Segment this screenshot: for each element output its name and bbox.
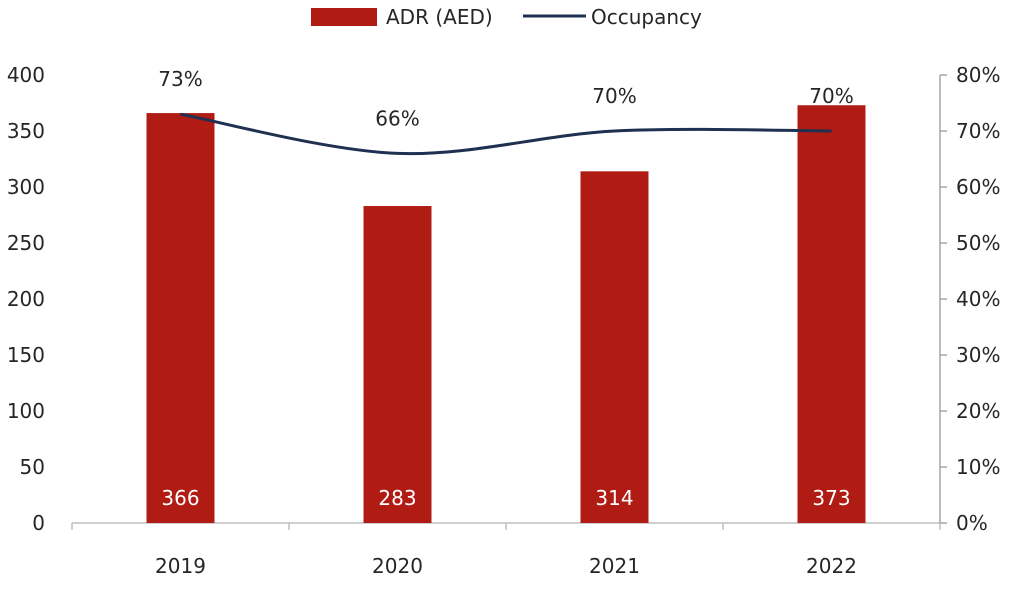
right-tick-label: 70% <box>956 119 1000 143</box>
x-tick-label: 2021 <box>589 554 640 578</box>
right-tick-label: 30% <box>956 343 1000 367</box>
occupancy-data-label: 70% <box>809 84 853 108</box>
right-tick-label: 40% <box>956 287 1000 311</box>
bar-data-label: 314 <box>595 486 633 510</box>
right-tick-label: 0% <box>956 511 988 535</box>
left-tick-label: 150 <box>7 343 45 367</box>
right-tick-label: 10% <box>956 455 1000 479</box>
x-tick-label: 2022 <box>806 554 857 578</box>
left-tick-label: 300 <box>7 175 45 199</box>
occupancy-data-label: 73% <box>158 67 202 91</box>
legend-label-occupancy: Occupancy <box>591 5 702 29</box>
legend-label-adr: ADR (AED) <box>386 5 493 29</box>
bar-adr-2021 <box>580 171 649 523</box>
right-tick-label: 80% <box>956 63 1000 87</box>
bar-data-label: 283 <box>378 486 416 510</box>
right-tick-label: 50% <box>956 231 1000 255</box>
bar-adr-2020 <box>363 206 432 524</box>
left-tick-label: 250 <box>7 231 45 255</box>
left-tick-label: 50 <box>20 455 45 479</box>
bar-adr-2019 <box>146 113 215 523</box>
occupancy-data-label: 66% <box>375 106 419 130</box>
legend-swatch-adr <box>311 8 377 26</box>
right-tick-label: 20% <box>956 399 1000 423</box>
left-tick-label: 100 <box>7 399 45 423</box>
x-tick-label: 2020 <box>372 554 423 578</box>
occupancy-data-label: 70% <box>592 84 636 108</box>
bar-data-label: 366 <box>161 486 199 510</box>
left-tick-label: 400 <box>7 63 45 87</box>
left-tick-label: 0 <box>32 511 45 535</box>
bar-adr-2022 <box>797 105 866 524</box>
right-tick-label: 60% <box>956 175 1000 199</box>
left-tick-label: 200 <box>7 287 45 311</box>
left-tick-label: 350 <box>7 119 45 143</box>
occupancy-line <box>180 112 832 156</box>
bar-data-label: 373 <box>812 486 850 510</box>
x-tick-label: 2019 <box>155 554 206 578</box>
legend: ADR (AED) Occupancy <box>311 5 702 29</box>
